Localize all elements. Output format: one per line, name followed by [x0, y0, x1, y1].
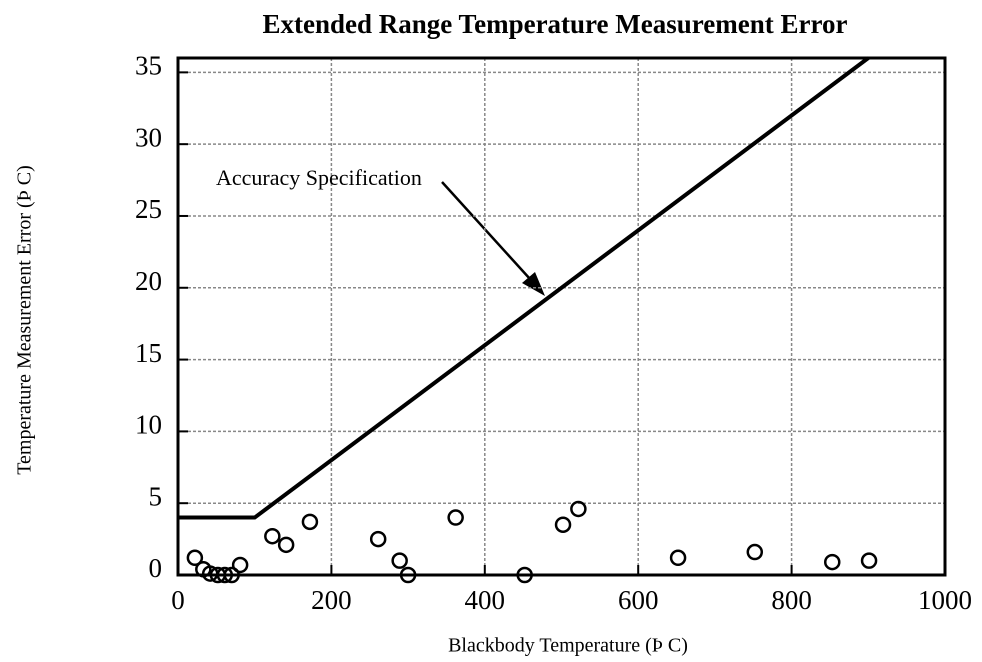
- data-point: [669, 549, 687, 567]
- data-point: [516, 566, 533, 584]
- data-point: [264, 527, 281, 545]
- data-point: [447, 509, 464, 526]
- x-tick-label: 0: [171, 585, 185, 615]
- data-point: [824, 553, 841, 571]
- y-tick-label: 25: [135, 194, 162, 224]
- data-point: [391, 552, 408, 569]
- data-point: [399, 566, 417, 584]
- data-point: [277, 536, 295, 554]
- plot-frame: [176, 56, 947, 577]
- data-point: [570, 500, 587, 518]
- data-point: [223, 566, 240, 584]
- x-tick-label: 1000: [918, 585, 972, 615]
- data-point: [746, 543, 764, 561]
- x-tick-label: 600: [618, 585, 659, 615]
- spec-line: [178, 56, 870, 520]
- data-point: [216, 566, 234, 584]
- data-point: [301, 513, 319, 531]
- y-tick-label: 20: [135, 266, 162, 296]
- y-tick-label: 10: [135, 410, 162, 440]
- x-axis-label: Blackbody Temperature (Þ C): [448, 635, 688, 657]
- arrow-head: [522, 272, 545, 296]
- data-point: [186, 549, 204, 567]
- data-point: [860, 552, 878, 569]
- y-tick-label: 30: [135, 122, 162, 152]
- y-tick-label: 0: [149, 553, 163, 583]
- y-tick-label: 15: [135, 338, 162, 368]
- y-tick-label: 35: [135, 51, 162, 81]
- annotation-arrow: [441, 181, 541, 291]
- data-point: [554, 516, 572, 533]
- data-point: [231, 556, 249, 574]
- x-tick-label: 200: [311, 585, 352, 615]
- annotation: Accuracy Specification: [216, 165, 422, 190]
- y-axis-label: Temperature Measurement Error (Þ C): [14, 165, 36, 475]
- chart-title: Extended Range Temperature Measurement E…: [263, 9, 848, 39]
- x-tick-label: 400: [465, 585, 506, 615]
- data-point: [369, 530, 387, 548]
- x-tick-label: 800: [771, 585, 812, 615]
- y-tick-label: 5: [149, 481, 163, 511]
